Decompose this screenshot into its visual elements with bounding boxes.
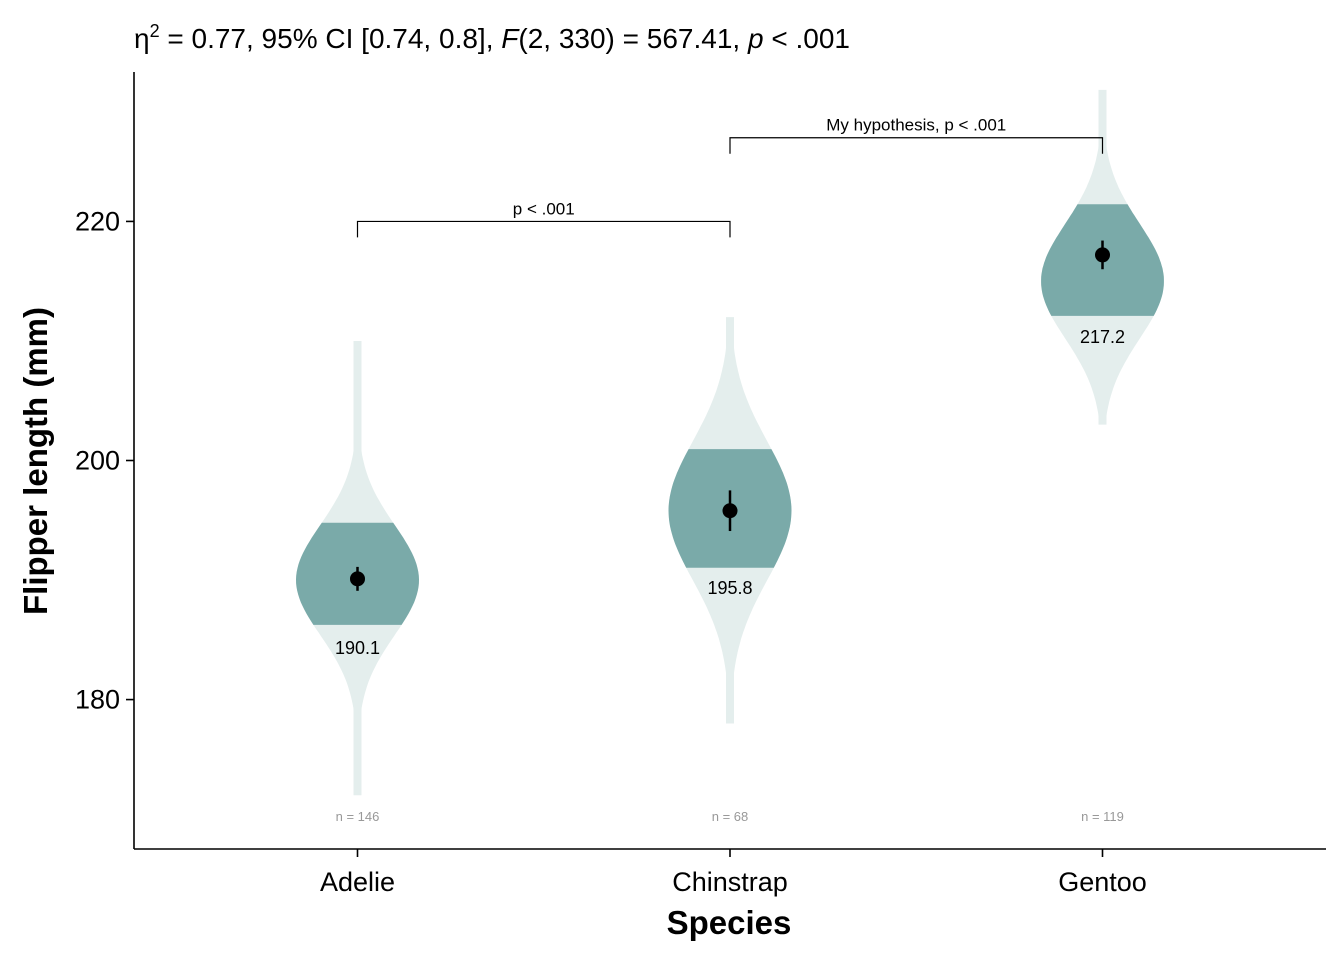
- subtitle-p: p: [747, 23, 764, 54]
- subtitle-part2: (2, 330) = 567.41,: [518, 23, 748, 54]
- x-tick-label: Gentoo: [1058, 867, 1147, 897]
- comparison-bracket: [356, 220, 731, 238]
- x-axis: Adelie Chinstrap Gentoo: [320, 849, 1147, 897]
- mean-label-gentoo: 217.2: [1080, 327, 1125, 347]
- subtitle-eta: η: [134, 23, 150, 54]
- comparison-label: My hypothesis, p < .001: [826, 116, 1006, 135]
- y-tick-label: 180: [75, 685, 120, 715]
- y-tick-label: 200: [75, 446, 120, 476]
- y-axis: 180 200 220: [75, 206, 134, 715]
- y-axis-title: Flipper length (mm): [17, 307, 54, 615]
- n-label-gentoo: n = 119: [1081, 809, 1124, 824]
- mean-point-gentoo: [1095, 247, 1110, 263]
- x-axis-title: Species: [667, 904, 792, 941]
- subtitle-part3: < .001: [764, 23, 850, 54]
- mean-point-chinstrap: [722, 503, 738, 519]
- comparison-bracket: [729, 137, 1104, 154]
- mean-point-adelie: [350, 571, 365, 587]
- mean-label-chinstrap: 195.8: [707, 578, 752, 598]
- chart-subtitle: η2 = 0.77, 95% CI [0.74, 0.8], F(2, 330)…: [134, 21, 850, 54]
- n-label-chinstrap: n = 68: [712, 809, 749, 824]
- plot-area: 190.1 n = 146 195.8 n = 68 217.2 n = 119 p < .…: [296, 89, 1164, 824]
- x-tick-label: Chinstrap: [672, 867, 788, 897]
- comparison-label: p < .001: [513, 199, 575, 218]
- mean-label-adelie: 190.1: [335, 638, 380, 658]
- subtitle-f: F: [501, 23, 520, 54]
- subtitle-eta-power: 2: [150, 21, 160, 41]
- x-tick-label: Adelie: [320, 867, 395, 897]
- y-tick-label: 220: [75, 206, 120, 236]
- subtitle-part1: = 0.77, 95% CI [0.74, 0.8],: [160, 23, 502, 54]
- n-label-adelie: n = 146: [336, 809, 380, 824]
